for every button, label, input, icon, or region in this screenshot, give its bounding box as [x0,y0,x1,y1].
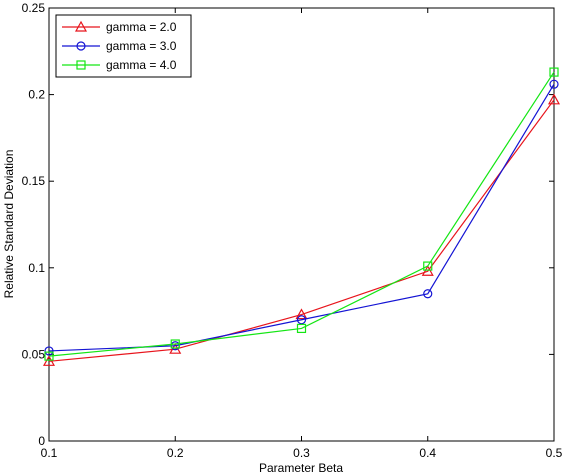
legend: gamma = 2.0 gamma = 3.0 gamma = 4.0 [55,14,192,78]
legend-marker-circle [76,41,86,51]
data-point-square [549,67,559,77]
series-line [48,99,555,362]
legend-label: gamma = 4.0 [106,58,177,72]
data-point-square [296,323,307,334]
data-point-circle [423,289,433,299]
legend-marker-square [76,60,86,70]
x-tick-label: 0.3 [293,446,310,460]
data-point-triangle [547,93,561,105]
data-point-circle [549,79,559,89]
data-point-square [423,261,433,271]
data-point-triangle [421,265,434,276]
y-tick-label: 0.25 [22,1,46,15]
x-tick-label: 0.2 [167,446,184,460]
data-point-triangle [295,308,308,320]
series-line [48,71,555,357]
legend-marker-triangle [74,20,88,32]
x-tick-label: 0.5 [546,446,563,460]
y-tick-label: 0 [38,434,45,448]
legend-label: gamma = 3.0 [106,39,177,53]
x-tick-label: 0.1 [41,446,58,460]
y-tick-label: 0.2 [28,88,45,102]
data-point-circle [296,315,307,325]
y-axis-label: Relative Standard Deviation [2,150,16,299]
data-point-triangle [42,355,56,366]
y-tick-label: 0.15 [22,174,46,188]
legend-label: gamma = 2.0 [106,20,177,34]
y-tick-label: 0.1 [28,261,45,275]
x-axis-label: Parameter Beta [259,461,343,475]
y-tick-label: 0.05 [22,347,46,361]
data-point-square [44,351,54,361]
data-point-square [170,339,180,349]
x-tick-label: 0.4 [419,446,436,460]
axis-ticks: 0.1 0.2 0.3 0.4 0.5 0 0.05 0.1 0.15 0.2 0.25 [22,1,563,460]
data-point-circle [44,346,54,356]
series-square [44,67,559,361]
series-layer [42,67,561,366]
series-triangle [42,93,561,366]
